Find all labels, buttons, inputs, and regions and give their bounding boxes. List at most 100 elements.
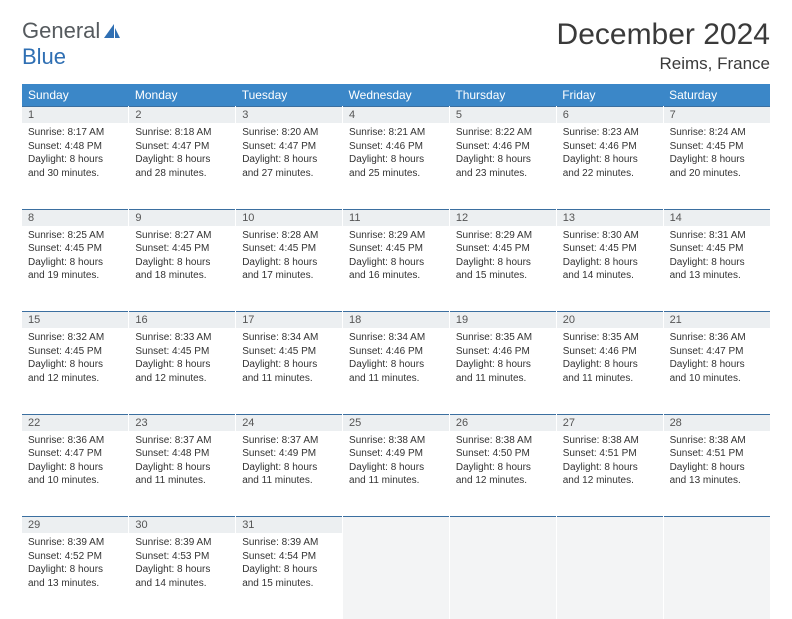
sunrise-line: Sunrise: 8:18 AM: [135, 126, 229, 140]
day-number-cell: 1: [22, 107, 129, 124]
day-number-cell: 9: [129, 209, 236, 226]
sunset-line: Sunset: 4:47 PM: [28, 447, 122, 461]
weekday-header: Tuesday: [236, 84, 343, 107]
daylight-line: Daylight: 8 hours and 10 minutes.: [670, 358, 764, 385]
daylight-line: Daylight: 8 hours and 11 minutes.: [242, 461, 336, 488]
day-number: 7: [670, 109, 676, 121]
sunrise-line: Sunrise: 8:34 AM: [242, 331, 336, 345]
daylight-line: Daylight: 8 hours and 27 minutes.: [242, 153, 336, 180]
sunset-line: Sunset: 4:46 PM: [349, 140, 443, 154]
logo: General: [22, 18, 122, 44]
sunrise-line: Sunrise: 8:34 AM: [349, 331, 443, 345]
calendar-table: Sunday Monday Tuesday Wednesday Thursday…: [22, 84, 770, 619]
sunset-line: Sunset: 4:45 PM: [135, 242, 229, 256]
daylight-line: Daylight: 8 hours and 30 minutes.: [28, 153, 122, 180]
sunrise-line: Sunrise: 8:39 AM: [135, 536, 229, 550]
daylight-line: Daylight: 8 hours and 12 minutes.: [563, 461, 657, 488]
logo-text-general: General: [22, 18, 100, 44]
day-number-cell: 25: [343, 414, 450, 431]
sunset-line: Sunset: 4:46 PM: [563, 345, 657, 359]
day-number: 16: [135, 314, 147, 326]
sunset-line: Sunset: 4:46 PM: [349, 345, 443, 359]
day-number: 23: [135, 417, 147, 429]
day-number-cell: [343, 517, 450, 534]
sunrise-line: Sunrise: 8:20 AM: [242, 126, 336, 140]
day-number-cell: 2: [129, 107, 236, 124]
day-number-cell: 14: [663, 209, 770, 226]
day-number-cell: 22: [22, 414, 129, 431]
sunset-line: Sunset: 4:45 PM: [242, 242, 336, 256]
sunrise-line: Sunrise: 8:35 AM: [563, 331, 657, 345]
day-content-row: Sunrise: 8:25 AM Sunset: 4:45 PM Daylight:…: [22, 226, 770, 312]
day-content-cell: Sunrise: 8:27 AMSunset: 4:45 PMDaylight:…: [129, 226, 236, 312]
day-content-row: Sunrise: 8:32 AMSunset: 4:45 PMDaylight:…: [22, 328, 770, 414]
day-number-cell: 20: [556, 312, 663, 329]
day-number: 13: [563, 212, 575, 224]
daylight-line: Daylight: 8 hours and 11 minutes.: [563, 358, 657, 385]
day-content-cell: Sunrise: 8:29 AMSunset: 4:45 PMDaylight:…: [449, 226, 556, 312]
sunset-line: Sunset: 4:45 PM: [670, 140, 764, 154]
day-content-cell: Sunrise: 8:31 AMSunset: 4:45 PMDaylight:…: [663, 226, 770, 312]
day-number: 11: [349, 212, 360, 224]
sunset-line: Sunset: 4:54 PM: [242, 550, 336, 564]
sunset-line: Sunset: 4:45 PM: [242, 345, 336, 359]
day-number-cell: 10: [236, 209, 343, 226]
daylight-line: Daylight: 8 hours and 13 minutes.: [28, 563, 122, 590]
day-content-cell: [343, 533, 450, 619]
weekday-header: Saturday: [663, 84, 770, 107]
logo-text-blue: Blue: [22, 44, 66, 70]
weekday-header: Sunday: [22, 84, 129, 107]
day-number-cell: 31: [236, 517, 343, 534]
daylight-line: Daylight: 8 hours and 11 minutes.: [135, 461, 229, 488]
sunrise-line: Sunrise: 8:25 AM: [28, 229, 122, 243]
day-number: 17: [242, 314, 254, 326]
logo-sail-icon: [102, 22, 122, 40]
sunset-line: Sunset: 4:47 PM: [670, 345, 764, 359]
daylight-line: Daylight: 8 hours and 13 minutes.: [670, 256, 764, 283]
title-block: December 2024 Reims, France: [557, 18, 770, 74]
sunrise-line: Sunrise: 8:17 AM: [28, 126, 122, 140]
day-content-cell: Sunrise: 8:20 AMSunset: 4:47 PMDaylight:…: [236, 123, 343, 209]
header: General December 2024 Reims, France: [22, 18, 770, 74]
daylight-line: Daylight: 8 hours and 15 minutes.: [456, 256, 550, 283]
sunrise-line: Sunrise: 8:28 AM: [242, 229, 336, 243]
location: Reims, France: [557, 54, 770, 74]
sunrise-line: Sunrise: 8:38 AM: [456, 434, 550, 448]
day-number: 26: [456, 417, 468, 429]
sunrise-line: Sunrise: 8:38 AM: [563, 434, 657, 448]
sunrise-line: Sunrise: 8:23 AM: [563, 126, 657, 140]
day-number: 15: [28, 314, 40, 326]
day-content-cell: Sunrise: 8:38 AMSunset: 4:50 PMDaylight:…: [449, 431, 556, 517]
sunset-line: Sunset: 4:47 PM: [242, 140, 336, 154]
daylight-line: Daylight: 8 hours and 11 minutes.: [456, 358, 550, 385]
day-content-cell: Sunrise: 8:34 AMSunset: 4:45 PMDaylight:…: [236, 328, 343, 414]
day-content-cell: [556, 533, 663, 619]
day-content-cell: Sunrise: 8:38 AMSunset: 4:49 PMDaylight:…: [343, 431, 450, 517]
day-content-cell: Sunrise: 8:29 AMSunset: 4:45 PMDaylight:…: [343, 226, 450, 312]
sunset-line: Sunset: 4:45 PM: [28, 345, 122, 359]
day-content-cell: Sunrise: 8:35 AMSunset: 4:46 PMDaylight:…: [556, 328, 663, 414]
day-content-cell: Sunrise: 8:30 AMSunset: 4:45 PMDaylight:…: [556, 226, 663, 312]
day-number-cell: 19: [449, 312, 556, 329]
day-number: 19: [456, 314, 468, 326]
sunset-line: Sunset: 4:46 PM: [456, 140, 550, 154]
sunrise-line: Sunrise: 8:31 AM: [670, 229, 764, 243]
sunset-line: Sunset: 4:50 PM: [456, 447, 550, 461]
weekday-header: Monday: [129, 84, 236, 107]
day-number: 9: [135, 212, 141, 224]
day-content-cell: Sunrise: 8:21 AMSunset: 4:46 PMDaylight:…: [343, 123, 450, 209]
daylight-line: Daylight: 8 hours and 23 minutes.: [456, 153, 550, 180]
day-content-row: Sunrise: 8:36 AMSunset: 4:47 PMDaylight:…: [22, 431, 770, 517]
sunrise-line: Sunrise: 8:33 AM: [135, 331, 229, 345]
daylight-line: Daylight: 8 hours and 11 minutes.: [349, 461, 443, 488]
day-content-cell: Sunrise: 8:36 AMSunset: 4:47 PMDaylight:…: [663, 328, 770, 414]
sunset-line: Sunset: 4:48 PM: [135, 447, 229, 461]
day-number-cell: 30: [129, 517, 236, 534]
sunrise-line: Sunrise: 8:32 AM: [28, 331, 122, 345]
day-number-cell: 7: [663, 107, 770, 124]
day-content-cell: Sunrise: 8:39 AMSunset: 4:52 PMDaylight:…: [22, 533, 129, 619]
sunrise-line: Sunrise: 8:39 AM: [242, 536, 336, 550]
weekday-header: Wednesday: [343, 84, 450, 107]
sunset-line: Sunset: 4:45 PM: [349, 242, 443, 256]
day-content-cell: Sunrise: 8:37 AMSunset: 4:48 PMDaylight:…: [129, 431, 236, 517]
